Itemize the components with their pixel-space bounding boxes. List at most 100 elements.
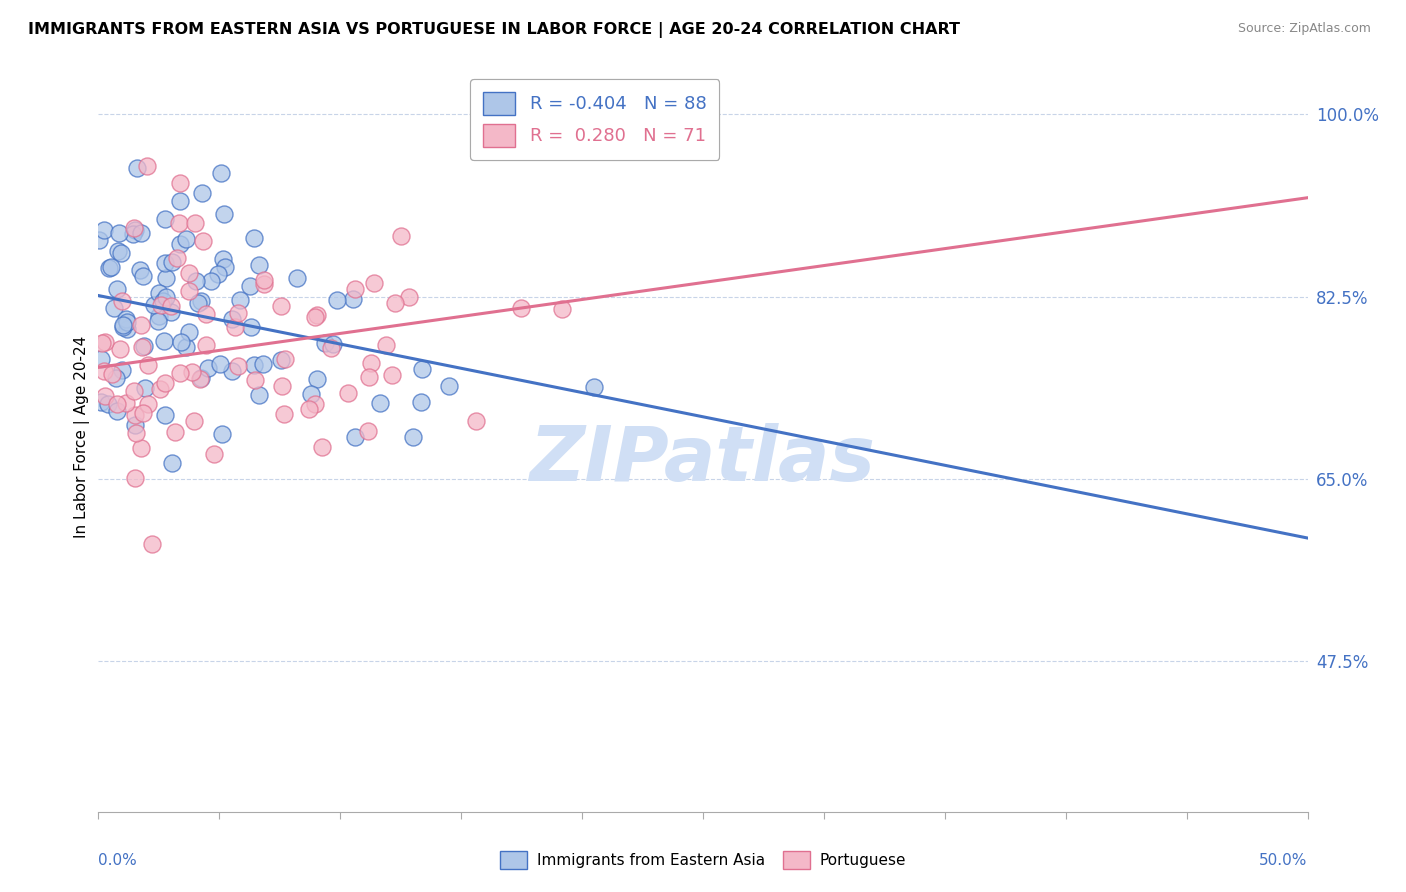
- Point: [112, 318, 135, 333]
- Point: [179, 326, 201, 340]
- Point: [138, 397, 160, 411]
- Point: [298, 402, 321, 417]
- Point: [270, 299, 292, 313]
- Point: [159, 305, 181, 319]
- Point: [363, 277, 385, 291]
- Point: [247, 258, 270, 272]
- Point: [177, 266, 200, 280]
- Point: [108, 342, 131, 356]
- Point: [132, 268, 155, 283]
- Point: [321, 341, 343, 355]
- Point: [100, 260, 122, 275]
- Point: [132, 406, 155, 420]
- Point: [177, 285, 200, 299]
- Point: [129, 441, 152, 455]
- Point: [129, 262, 152, 277]
- Point: [304, 396, 326, 410]
- Point: [197, 361, 219, 376]
- Point: [270, 379, 292, 393]
- Point: [243, 231, 266, 245]
- Point: [146, 313, 169, 327]
- Point: [214, 207, 236, 221]
- Point: [314, 336, 336, 351]
- Point: [311, 441, 333, 455]
- Point: [148, 309, 170, 323]
- Point: [150, 298, 173, 312]
- Point: [170, 334, 193, 349]
- Point: [193, 234, 215, 248]
- Point: [187, 295, 209, 310]
- Point: [389, 229, 412, 244]
- Point: [124, 223, 146, 237]
- Point: [247, 388, 270, 402]
- Point: [322, 336, 344, 351]
- Point: [129, 318, 152, 332]
- Point: [105, 397, 128, 411]
- Point: [124, 417, 146, 432]
- Point: [136, 160, 159, 174]
- Point: [134, 339, 156, 353]
- Point: [342, 292, 364, 306]
- Point: [143, 298, 166, 312]
- Point: [107, 226, 129, 240]
- Point: [174, 340, 197, 354]
- Text: ZIPatlas: ZIPatlas: [530, 423, 876, 497]
- Point: [114, 312, 136, 326]
- Point: [155, 408, 177, 422]
- Point: [344, 430, 367, 444]
- Point: [509, 301, 531, 315]
- Point: [163, 425, 186, 440]
- Point: [228, 359, 250, 374]
- Text: 0.0%: 0.0%: [98, 853, 138, 868]
- Text: IMMIGRANTS FROM EASTERN ASIA VS PORTUGUESE IN LABOR FORCE | AGE 20-24 CORRELATIO: IMMIGRANTS FROM EASTERN ASIA VS PORTUGUE…: [28, 22, 960, 38]
- Point: [152, 294, 174, 309]
- Point: [305, 372, 328, 386]
- Point: [307, 308, 329, 322]
- Point: [93, 223, 115, 237]
- Point: [188, 372, 211, 386]
- Point: [375, 338, 398, 352]
- Point: [229, 293, 252, 307]
- Point: [253, 273, 276, 287]
- Point: [94, 389, 117, 403]
- Point: [167, 216, 190, 230]
- Point: [190, 293, 212, 308]
- Point: [90, 336, 112, 351]
- Point: [181, 365, 204, 379]
- Point: [398, 290, 420, 304]
- Point: [337, 386, 360, 401]
- Point: [211, 426, 233, 441]
- Point: [110, 293, 132, 308]
- Point: [270, 353, 292, 368]
- Point: [98, 261, 121, 276]
- Point: [200, 274, 222, 288]
- Point: [105, 282, 128, 296]
- Point: [111, 362, 134, 376]
- Point: [326, 293, 349, 308]
- Point: [214, 260, 236, 274]
- Point: [299, 387, 322, 401]
- Point: [208, 357, 231, 371]
- Point: [357, 424, 380, 438]
- Point: [148, 285, 170, 300]
- Point: [304, 310, 326, 325]
- Point: [155, 376, 177, 390]
- Point: [160, 254, 183, 268]
- Point: [155, 271, 177, 285]
- Point: [122, 384, 145, 398]
- Point: [243, 358, 266, 372]
- Point: [90, 395, 112, 409]
- Point: [94, 334, 117, 349]
- Legend: Immigrants from Eastern Asia, Portuguese: Immigrants from Eastern Asia, Portuguese: [494, 845, 912, 875]
- Point: [226, 306, 249, 320]
- Point: [169, 367, 191, 381]
- Point: [155, 289, 177, 303]
- Point: [411, 395, 433, 409]
- Point: [89, 234, 111, 248]
- Point: [402, 430, 425, 444]
- Point: [112, 320, 135, 334]
- Point: [253, 277, 276, 292]
- Legend: R = -0.404   N = 88, R =  0.280   N = 71: R = -0.404 N = 88, R = 0.280 N = 71: [470, 79, 718, 160]
- Point: [105, 404, 128, 418]
- Point: [153, 256, 176, 270]
